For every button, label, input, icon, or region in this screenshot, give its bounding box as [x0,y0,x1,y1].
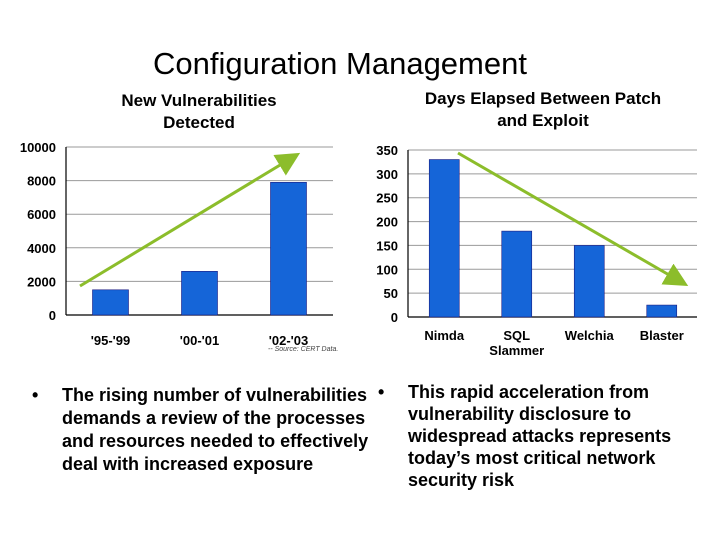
x-tick-label-line: SQL [503,328,530,343]
y-tick-label: 2000 [27,274,56,289]
chart-title-days-elapsed: Days Elapsed Between Patch and Exploit [424,89,662,130]
bar [92,289,129,316]
x-tick-label: Welchia [565,328,615,343]
bullet-left: • The rising number of vulnerabilities d… [32,384,372,476]
chart-days-elapsed: 0 50 100 150 200 250 300 350 Nimda SQL Slammer Welc… [376,143,697,358]
bar [428,159,460,318]
x-tick-label: '95-'99 [91,333,130,348]
bullet-left-text: The rising number of vulnerabilities dem… [62,385,369,474]
x-tick-label: SQL Slammer [489,328,544,358]
x-tick-label: Blaster [640,328,684,343]
bullet-right: • This rapid acceleration from vulnerabi… [378,381,708,491]
y-tick-label: 100 [376,262,398,277]
x-tick-label-line: Slammer [489,343,544,358]
y-tick-label: 0 [49,308,56,323]
y-tick-label: 0 [391,310,398,325]
bar [270,181,307,316]
y-tick-label: 50 [384,286,398,301]
x-tick-label: '00-'01 [180,333,219,348]
bar [181,271,218,316]
y-tick-label: 250 [376,191,398,206]
y-tick-label: 150 [376,238,398,253]
bar [573,245,605,318]
bar [501,230,533,318]
bullet-marker: • [378,382,385,402]
y-tick-label: 350 [376,143,398,158]
bullet-right-text: This rapid acceleration from vulnerabili… [408,382,672,490]
y-tick-label: 200 [376,215,398,230]
chart-new-vulnerabilities: 0 2000 4000 6000 8000 10000 '95-'99 '00-'01 '02-… [20,140,333,348]
bar [646,304,678,318]
slide-title: Configuration Management [153,46,527,81]
y-tick-label: 6000 [27,207,56,222]
x-tick-label: '02-'03 [269,333,308,348]
trend-arrow [457,151,689,287]
trend-arrow [79,152,301,288]
y-tick-label: 300 [376,167,398,182]
source-note: -- Source: CERT Data. [268,346,339,353]
y-tick-label: 10000 [20,140,56,155]
bullet-marker: • [32,385,39,405]
chart-title-vulnerabilities: New Vulnerabilities Detected [121,91,277,132]
x-tick-label: Nimda [424,328,465,343]
y-tick-label: 8000 [27,174,56,189]
y-tick-label: 4000 [27,241,56,256]
